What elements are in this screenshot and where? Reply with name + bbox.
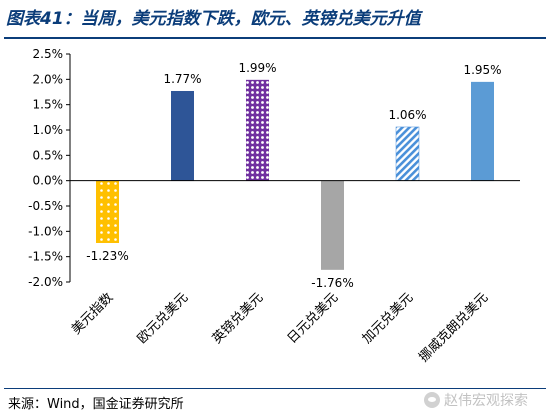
y-tick-label: -0.5% [28,199,63,213]
wechat-icon [424,392,440,408]
data-label: 1.95% [463,63,501,77]
watermark-text: 赵伟宏观探索 [444,393,528,409]
watermark: 赵伟宏观探索 [424,388,528,412]
data-label: -1.76% [311,276,353,290]
chart-title: 图表41：当周，美元指数下跌，欧元、英镑兑美元升值 [6,9,421,29]
y-axis: 2.5% 2.0% 1.5% 1.0% 0.5% 0.0% -0.5% -1.0% -1.5% -… [28,47,71,289]
y-tick-label: 1.0% [33,123,64,137]
bars [96,79,494,270]
y-tick-label: 0.0% [33,174,64,188]
bar [96,180,119,243]
y-tick-label: 1.5% [33,98,64,112]
y-tick-label: 0.5% [33,148,64,162]
category-label: 美元指数 [69,290,116,337]
category-label: 加元兑美元 [360,290,417,347]
bar [171,90,194,181]
source-note: 来源：Wind，国金证券研究所 [8,397,184,412]
data-label: 1.77% [163,72,201,86]
bar [321,180,344,270]
data-label: 1.06% [388,108,426,122]
title-divider [4,37,546,39]
y-tick-label: -2.0% [28,275,63,289]
category-label: 日元兑美元 [285,290,342,347]
bar [395,126,420,181]
data-label: -1.23% [86,249,128,263]
category-label: 欧元兑美元 [135,290,192,347]
y-tick-label: -1.5% [28,250,63,264]
y-tick-label: 2.5% [33,47,64,61]
footer-divider [4,388,546,389]
category-label: 英镑兑美元 [209,290,266,347]
y-tick-label: 2.0% [33,72,64,86]
bar [471,81,494,181]
x-axis: 美元指数 欧元兑美元 英镑兑美元 日元兑美元 加元兑美元 挪威克朗兑美元 [69,180,520,365]
bar [246,79,269,181]
category-label: 挪威克朗兑美元 [416,290,491,365]
data-label: 1.99% [238,61,276,75]
y-tick-label: -1.0% [28,224,63,238]
data-labels: -1.23% 1.77% 1.99% -1.76% 1.06% 1.95% [86,61,501,290]
bar-chart: 2.5% 2.0% 1.5% 1.0% 0.5% 0.0% -0.5% -1.0% -1.5% -… [28,47,520,365]
